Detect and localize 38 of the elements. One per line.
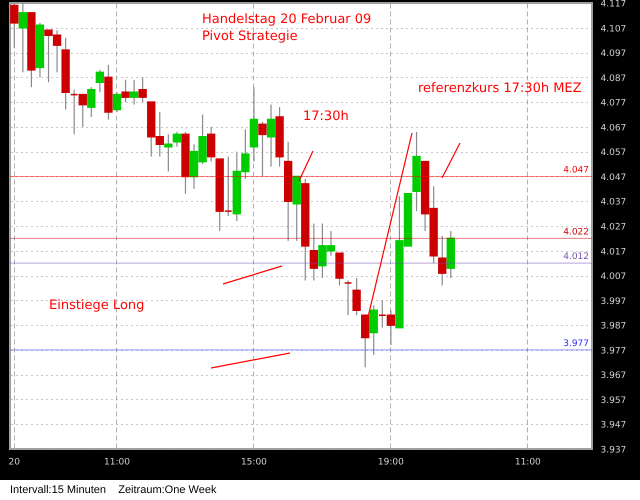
y-tick-label: 4.077 — [600, 98, 626, 109]
y-tick-label: 4.017 — [600, 247, 626, 258]
y-tick-label: 3.967 — [600, 371, 626, 382]
candlestick — [96, 69, 104, 93]
y-tick-label: 4.007 — [600, 272, 626, 282]
text: Intervall:15 Minuten Zeitraum:One Week — [10, 484, 216, 496]
y-tick-label: 3.957 — [600, 396, 626, 406]
y-tick-label: 4.117 — [600, 0, 626, 10]
candlestick — [438, 235, 446, 286]
y-tick-label: 4.027 — [600, 222, 626, 232]
candlestick — [172, 131, 182, 148]
text: Handelstag 20 Februar 09 — [202, 12, 372, 27]
y-tick-label: 4.057 — [600, 148, 626, 158]
annotation: 17:30h — [303, 109, 349, 124]
x-tick-label: 11:00 — [514, 458, 542, 468]
ref-line-label: 4.047 — [563, 165, 589, 176]
candlestick — [121, 79, 130, 103]
y-tick-label: 4.107 — [600, 24, 626, 34]
y-tick-label: 4.047 — [600, 172, 626, 183]
annotation: referenzkurs 17:30h MEZ — [418, 81, 582, 96]
text: Pivot Strategie — [202, 29, 298, 44]
y-tick-label: 4.067 — [600, 123, 626, 134]
x-tick-label: 11:00 — [104, 458, 130, 468]
x-tick-label: 15:00 — [240, 458, 268, 468]
y-tick-label: 3.947 — [600, 420, 626, 431]
y-tick-label: 4.087 — [600, 74, 626, 84]
y-tick-label: 4.097 — [600, 49, 626, 60]
x-tick-label: 19:00 — [378, 458, 404, 468]
annotation: Einstiege Long — [49, 298, 144, 313]
ref-line-label: 4.022 — [563, 227, 589, 238]
y-tick-label: 3.997 — [600, 296, 626, 307]
x-tick-label: 20 — [8, 458, 20, 468]
y-tick-label: 3.987 — [600, 322, 626, 332]
y-tick-label: 3.977 — [600, 346, 626, 356]
ref-line-label: 4.012 — [563, 252, 589, 262]
ref-line-label: 3.977 — [563, 338, 589, 349]
y-tick-label: 3.937 — [600, 446, 626, 456]
y-tick-label: 4.037 — [600, 198, 626, 208]
